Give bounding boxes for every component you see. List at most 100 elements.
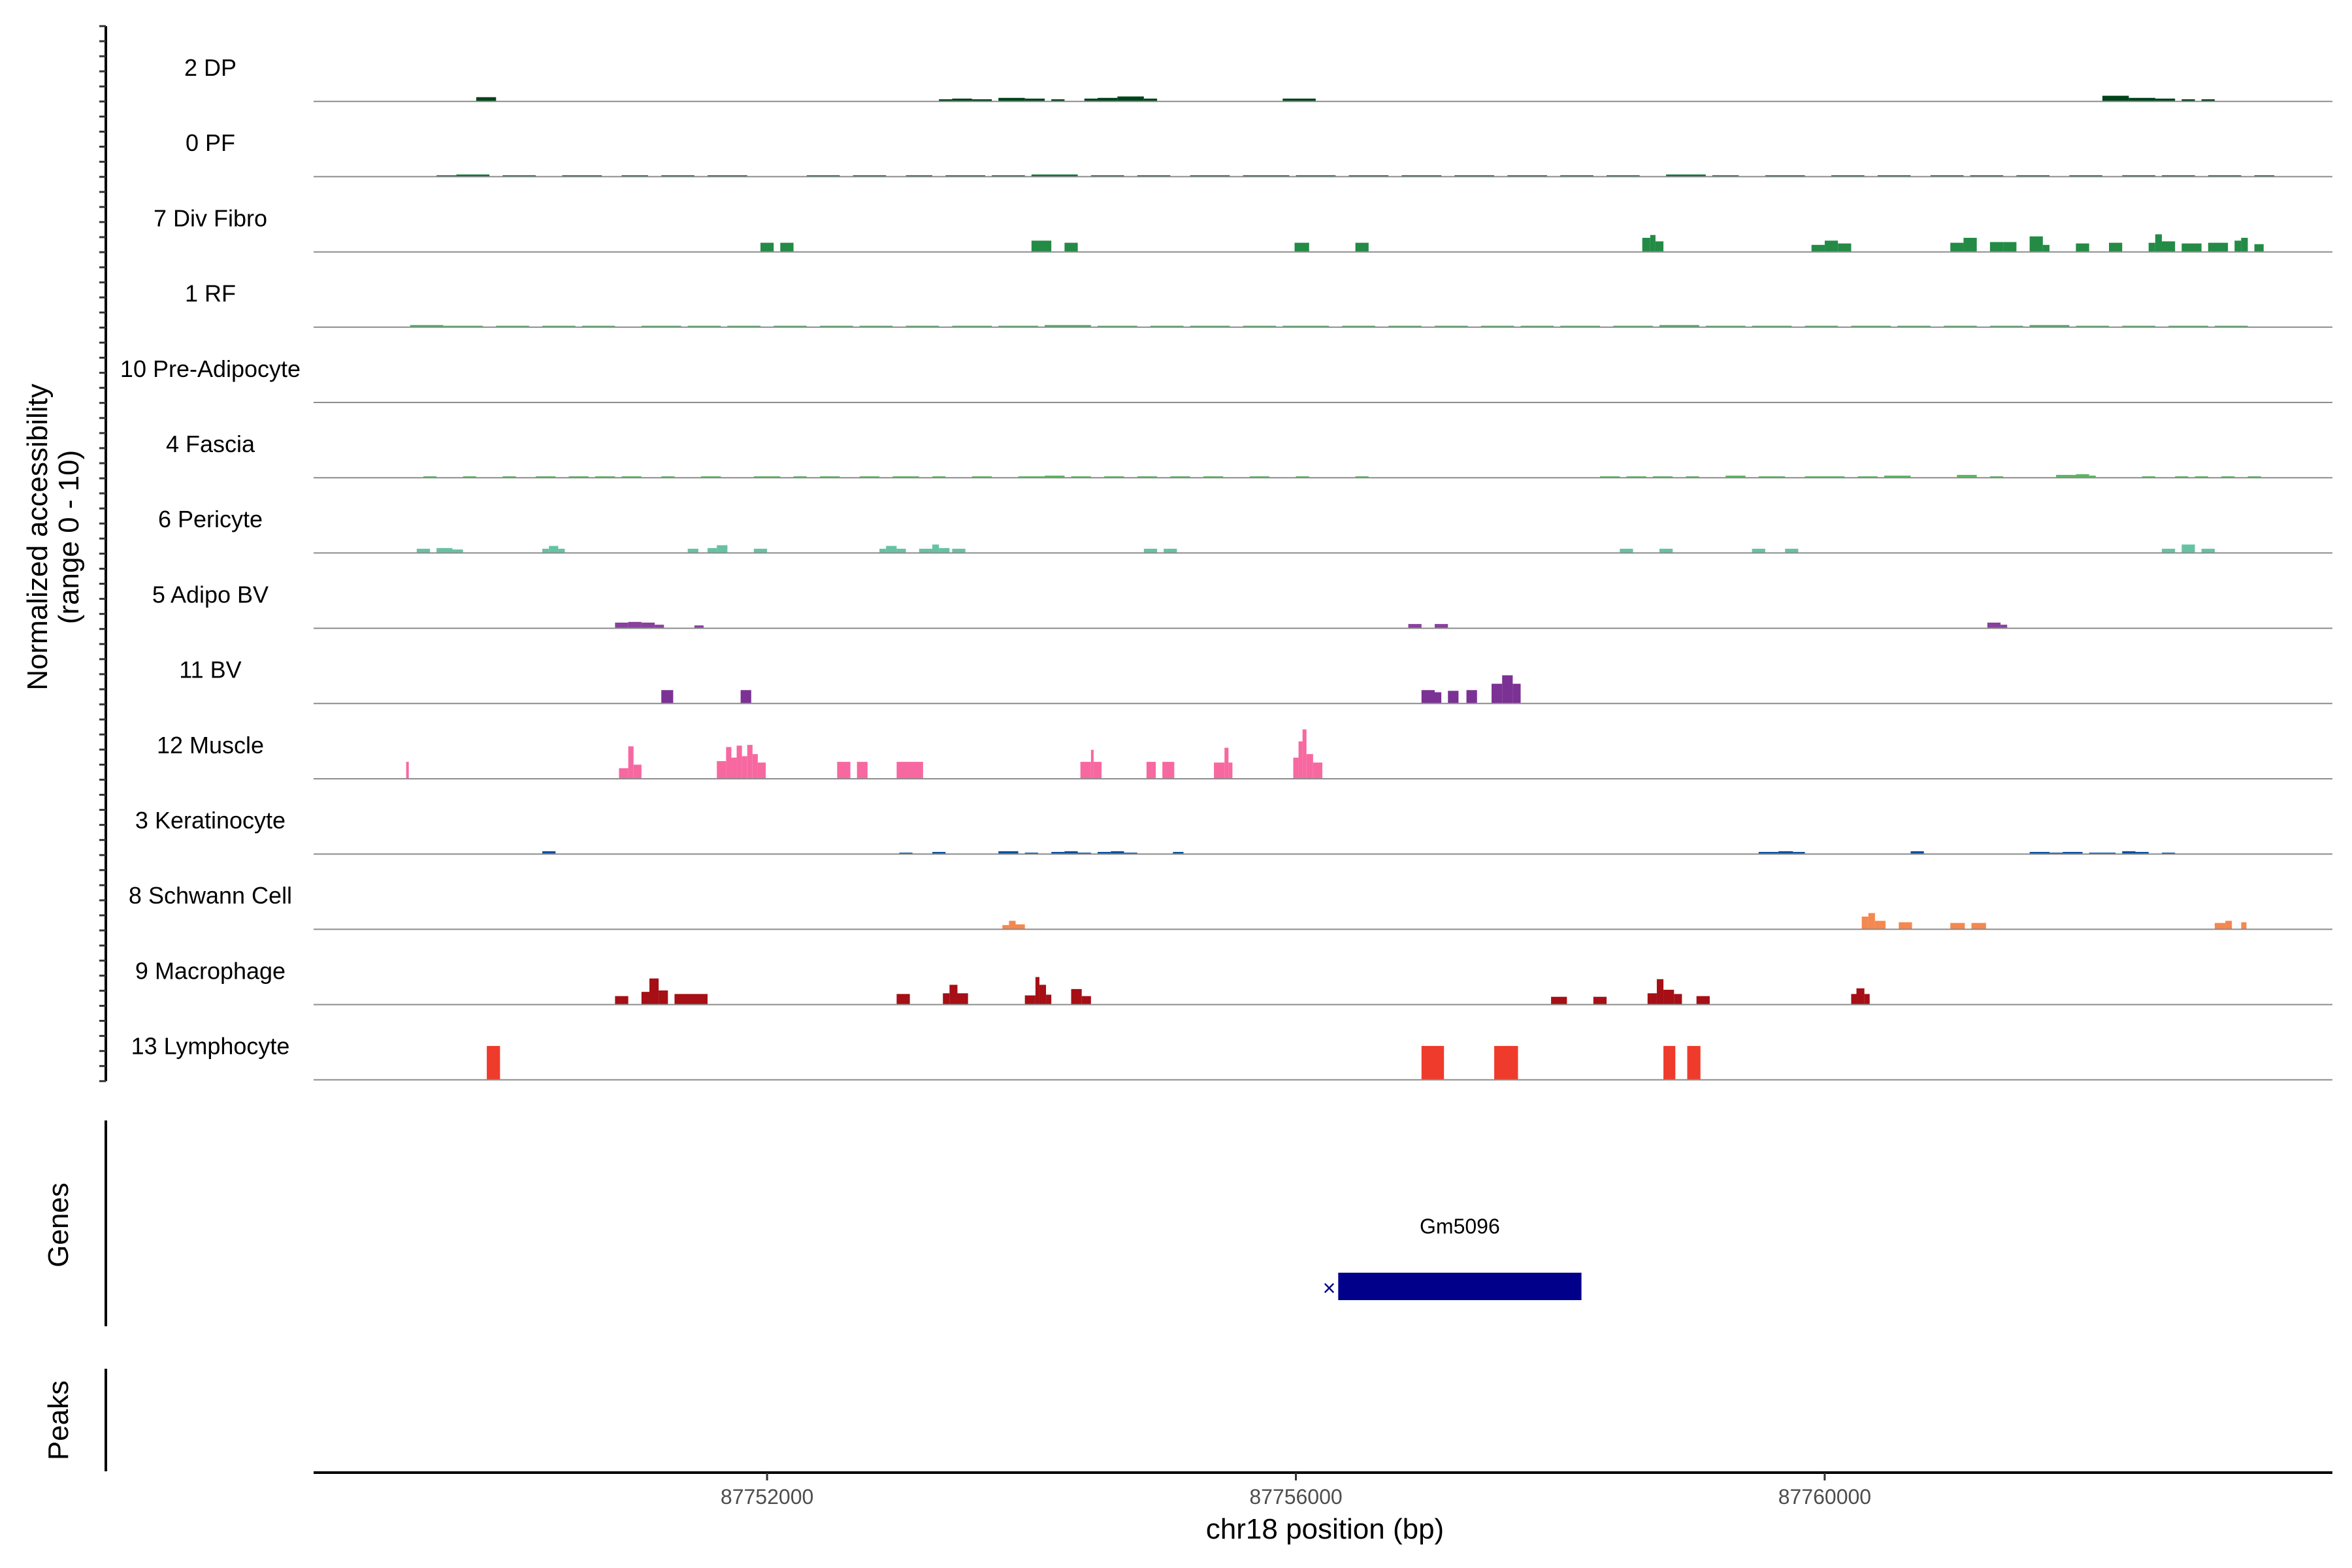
x-axis-ticks: 87752000 87756000 87760000	[721, 1473, 1871, 1509]
accessibility-y-axis	[99, 25, 107, 1083]
coverage-bin-0-pf	[661, 175, 694, 177]
coverage-bin-1-rf	[1851, 325, 1891, 327]
coverage-bin-4-fascia	[1104, 476, 1124, 478]
coverage-bin-3-keratinocyte	[2029, 851, 2050, 855]
coverage-bin-0-pf	[1031, 174, 1078, 177]
coverage-bin-8-schwann-cell	[1002, 924, 1009, 930]
x-axis-title: chr18 position (bp)	[1206, 1513, 1444, 1545]
coverage-bin-8-schwann-cell	[1874, 921, 1886, 930]
coverage-bin-12-muscle	[1080, 762, 1091, 779]
coverage-bin-1-rf	[410, 325, 444, 327]
coverage-bin-12-muscle	[1093, 762, 1102, 779]
coverage-bin-1-rf	[1388, 325, 1422, 327]
coverage-bin-7-div-fibro	[2208, 242, 2229, 252]
coverage-bin-4-fascia	[1071, 476, 1091, 478]
coverage-bin-0-pf	[1507, 175, 1547, 177]
coverage-bin-4-fascia	[932, 476, 946, 478]
coverage-bin-4-fascia	[700, 476, 721, 478]
track-2-dp: 2 DP	[184, 54, 2332, 103]
coverage-bin-6-pericyte	[708, 547, 717, 553]
track-10-pre-adipocyte: 10 Pre-Adipocyte	[120, 355, 2332, 403]
track-label-2-dp: 2 DP	[184, 54, 237, 81]
coverage-bin-2-dp	[1051, 99, 1065, 102]
coverage-bin-7-div-fibro	[1838, 243, 1852, 252]
coverage-bin-2-dp	[939, 99, 953, 102]
track-9-macrophage: 9 Macrophage	[135, 957, 2332, 1005]
coverage-bin-1-rf	[774, 325, 807, 327]
coverage-bin-1-rf	[1897, 325, 1931, 327]
coverage-bin-9-macrophage	[1696, 996, 1710, 1005]
coverage-bin-4-fascia	[1989, 476, 2004, 478]
coverage-bin-4-fascia	[859, 476, 880, 478]
coverage-bin-9-macrophage	[615, 996, 629, 1005]
coverage-bin-3-keratinocyte	[1793, 851, 1805, 855]
coverage-bin-6-pericyte	[879, 548, 887, 553]
coverage-bin-6-pericyte	[416, 548, 431, 553]
coverage-bin-3-keratinocyte	[1910, 851, 1924, 855]
coverage-bin-7-div-fibro	[2148, 242, 2155, 252]
coverage-bin-0-pf	[1137, 175, 1171, 177]
coverage-bin-8-schwann-cell	[1009, 921, 1016, 930]
coverage-bin-11-bv	[740, 690, 751, 704]
coverage-bin-3-keratinocyte	[1097, 851, 1111, 855]
coverage-bin-0-pf	[992, 175, 1025, 177]
coverage-bin-11-bv	[1512, 683, 1521, 704]
coverage-bin-9-macrophage	[943, 993, 950, 1005]
track-12-muscle: 12 Muscle	[157, 729, 2332, 779]
coverage-bin-12-muscle	[1302, 729, 1307, 779]
coverage-bin-12-muscle	[742, 756, 747, 779]
coverage-bin-0-pf	[1190, 175, 1230, 177]
coverage-bin-0-pf	[2016, 175, 2050, 177]
coverage-bin-6-pericyte	[932, 544, 939, 553]
coverage-bin-11-bv	[1448, 691, 1459, 704]
coverage-bin-7-div-fibro	[2109, 242, 2123, 252]
coverage-bin-0-pf	[708, 175, 747, 177]
coverage-bin-3-keratinocyte	[2122, 851, 2136, 855]
coverage-bin-5-adipo-bv	[1434, 624, 1448, 629]
coverage-bin-2-dp	[2201, 99, 2215, 102]
coverage-bin-7-div-fibro	[2042, 244, 2050, 252]
coverage-bin-7-div-fibro	[1824, 240, 1838, 252]
coverage-bin-6-pericyte	[1164, 548, 1177, 553]
track-4-fascia: 4 Fascia	[166, 431, 2332, 479]
coverage-bin-4-fascia	[1626, 476, 1646, 478]
coverage-bin-4-fascia	[1884, 475, 1911, 478]
coverage-bin-6-pericyte	[558, 548, 565, 553]
coverage-bin-9-macrophage	[1856, 988, 1865, 1005]
coverage-bin-4-fascia	[2175, 476, 2189, 478]
coverage-bin-6-pericyte	[549, 546, 559, 553]
gene-label-gm5096: Gm5096	[1420, 1215, 1500, 1238]
coverage-bin-8-schwann-cell	[1015, 924, 1025, 930]
coverage-bin-12-muscle	[1306, 754, 1313, 779]
track-1-rf: 1 RF	[185, 280, 2332, 328]
track-label-10-pre-adipocyte: 10 Pre-Adipocyte	[120, 355, 301, 382]
coverage-bin-11-bv	[1466, 690, 1477, 704]
coverage-bin-3-keratinocyte	[1051, 851, 1065, 855]
coverage-bin-4-fascia	[2195, 476, 2208, 478]
coverage-bin-0-pf	[2254, 175, 2274, 177]
coverage-bin-1-rf	[1613, 325, 1653, 327]
coverage-bin-2-dp	[952, 98, 972, 102]
coverage-bin-4-fascia	[1045, 475, 1065, 478]
coverage-bin-1-rf	[1659, 325, 1699, 327]
x-tick-label: 87756000	[1249, 1485, 1342, 1509]
coverage-bin-6-pericyte	[952, 548, 966, 553]
coverage-bin-2-dp	[1024, 98, 1045, 102]
coverage-bin-4-fascia	[1203, 476, 1224, 478]
coverage-bin-7-div-fibro	[2254, 244, 2264, 252]
coverage-bin-9-macrophage	[957, 993, 968, 1005]
genes-panel-label: Genes	[42, 1183, 74, 1267]
coverage-bin-1-rf	[1190, 325, 1230, 327]
coverage-bin-7-div-fibro	[1989, 242, 2004, 252]
coverage-bin-5-adipo-bv	[628, 621, 642, 629]
coverage-bin-4-fascia	[1652, 476, 1673, 478]
coverage-bin-1-rf	[496, 325, 529, 327]
coverage-bin-7-div-fibro	[1950, 242, 1964, 252]
coverage-bin-1-rf	[641, 325, 681, 327]
coverage-bin-13-lymphocyte	[1494, 1045, 1518, 1080]
coverage-bin-4-fascia	[753, 476, 781, 478]
coverage-bin-4-fascia	[1018, 476, 1045, 478]
coverage-bin-1-rf	[820, 325, 853, 327]
coverage-bin-4-fascia	[1599, 476, 1620, 478]
coverage-bin-0-pf	[1930, 175, 1964, 177]
